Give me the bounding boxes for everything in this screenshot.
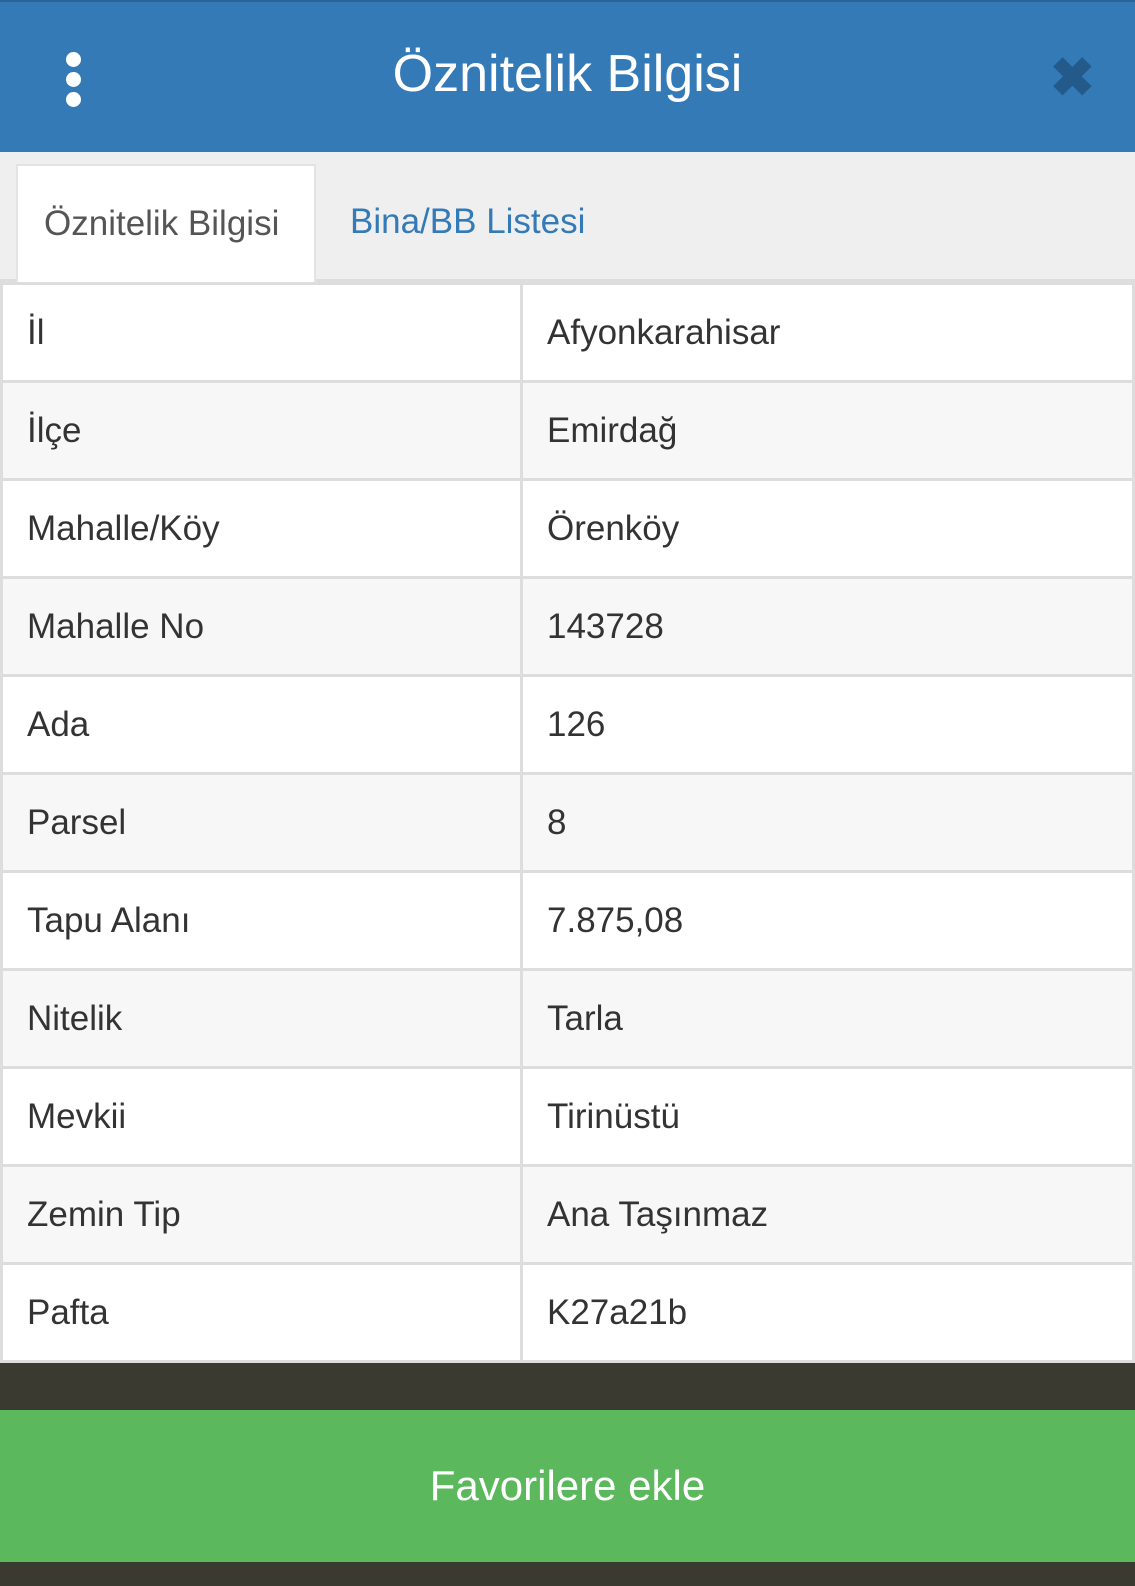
row-label: Ada bbox=[0, 674, 523, 775]
row-value: Afyonkarahisar bbox=[520, 282, 1135, 383]
row-value: Örenköy bbox=[520, 478, 1135, 579]
row-value: K27a21b bbox=[520, 1262, 1135, 1363]
table-row: Mahalle No 143728 bbox=[0, 576, 1135, 677]
table-row: İlçe Emirdağ bbox=[0, 380, 1135, 481]
row-label: Pafta bbox=[0, 1262, 523, 1363]
table-row: Tapu Alanı 7.875,08 bbox=[0, 870, 1135, 971]
row-value: 8 bbox=[520, 772, 1135, 873]
row-label: Nitelik bbox=[0, 968, 523, 1069]
table-row: Mevkii Tirinüstü bbox=[0, 1066, 1135, 1167]
row-label: Mahalle/Köy bbox=[0, 478, 523, 579]
row-value: Tarla bbox=[520, 968, 1135, 1069]
close-icon[interactable]: ✖ bbox=[1049, 48, 1095, 108]
row-label: İl bbox=[0, 282, 523, 383]
table-row: İl Afyonkarahisar bbox=[0, 282, 1135, 383]
tab-oznitelik-bilgisi[interactable]: Öznitelik Bilgisi bbox=[16, 164, 316, 282]
row-value: Ana Taşınmaz bbox=[520, 1164, 1135, 1265]
tab-bina-bb-listesi[interactable]: Bina/BB Listesi bbox=[350, 202, 586, 241]
table-row: Zemin Tip Ana Taşınmaz bbox=[0, 1164, 1135, 1265]
row-label: İlçe bbox=[0, 380, 523, 481]
row-label: Tapu Alanı bbox=[0, 870, 523, 971]
table-row: Mahalle/Köy Örenköy bbox=[0, 478, 1135, 579]
tab-bar: Öznitelik Bilgisi Bina/BB Listesi bbox=[0, 152, 1135, 282]
table-row: Ada 126 bbox=[0, 674, 1135, 775]
add-to-favorites-button[interactable]: Favorilere ekle bbox=[0, 1410, 1135, 1562]
table-row: Parsel 8 bbox=[0, 772, 1135, 873]
row-value: 143728 bbox=[520, 576, 1135, 677]
table-row: Pafta K27a21b bbox=[0, 1262, 1135, 1363]
row-value: Tirinüstü bbox=[520, 1066, 1135, 1167]
header-bar: Öznitelik Bilgisi ✖ bbox=[0, 0, 1135, 152]
row-value: Emirdağ bbox=[520, 380, 1135, 481]
row-value: 126 bbox=[520, 674, 1135, 775]
page-title: Öznitelik Bilgisi bbox=[392, 45, 743, 103]
row-value: 7.875,08 bbox=[520, 870, 1135, 971]
row-label: Mevkii bbox=[0, 1066, 523, 1167]
more-vertical-icon[interactable] bbox=[62, 52, 84, 108]
attribute-table: İl Afyonkarahisar İlçe Emirdağ Mahalle/Köy Ör… bbox=[0, 282, 1135, 1363]
table-row: Nitelik Tarla bbox=[0, 968, 1135, 1069]
row-label: Parsel bbox=[0, 772, 523, 873]
row-label: Mahalle No bbox=[0, 576, 523, 677]
row-label: Zemin Tip bbox=[0, 1164, 523, 1265]
